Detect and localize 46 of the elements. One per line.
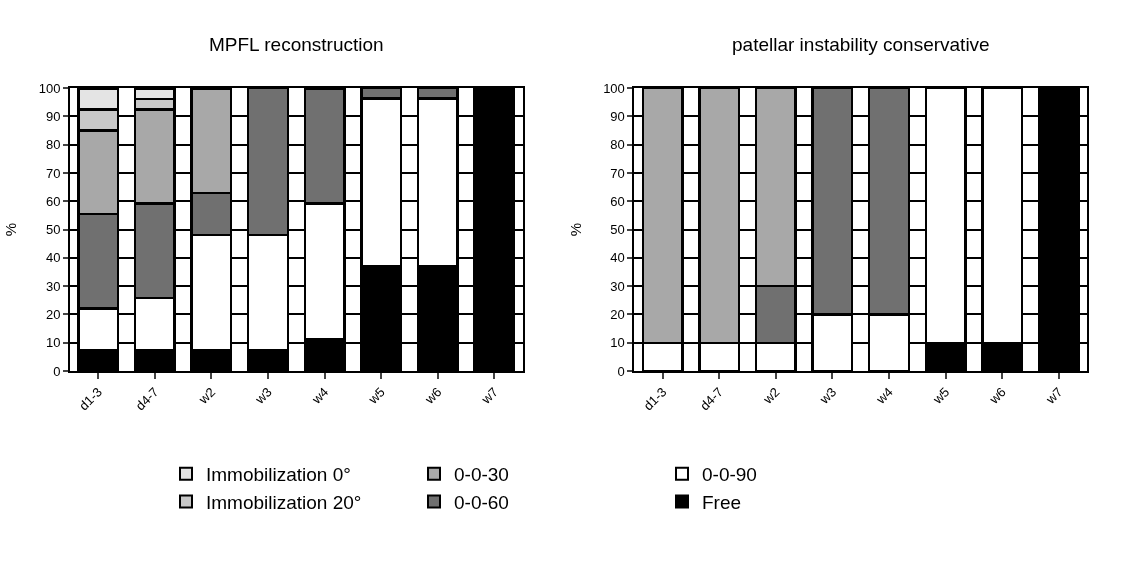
x-tick-label: w6: [421, 384, 445, 408]
y-tick-label: 30: [610, 278, 625, 294]
x-tick-label: w4: [308, 384, 332, 408]
x-tick-label: w7: [477, 384, 501, 408]
y-tick-label: 0: [617, 363, 625, 379]
y-axis-title: %: [2, 222, 20, 237]
y-axis-title: %: [566, 222, 584, 237]
y-tick-label: 10: [45, 335, 61, 351]
y-tick-label: 60: [45, 193, 61, 209]
x-tick-label: w2: [759, 384, 783, 408]
y-tick-label: 50: [45, 222, 61, 238]
x-tick-label: w6: [985, 384, 1009, 408]
x-tick-label: w2: [195, 384, 219, 408]
legend-label: Immobilization 0°: [206, 464, 351, 486]
legend-label: 0-0-60: [454, 491, 509, 513]
y-tick-label: 0: [53, 363, 61, 379]
y-tick-label: 20: [45, 307, 61, 323]
legend-label: 0-0-90: [702, 464, 757, 486]
x-tick-label: w5: [364, 384, 388, 408]
y-tick-label: 80: [45, 137, 61, 153]
x-tick-label: d1-3: [75, 384, 106, 414]
x-tick-label: w5: [929, 384, 953, 408]
chart-title: MPFL reconstruction: [209, 34, 384, 55]
x-tick-label: w4: [872, 384, 896, 408]
y-tick-label: 60: [610, 193, 625, 209]
y-tick-label: 100: [603, 80, 625, 96]
y-tick-label: 90: [45, 108, 61, 124]
chart-title: patellar instability conservative: [732, 34, 990, 55]
y-tick-label: 100: [38, 80, 61, 96]
y-tick-label: 30: [45, 278, 61, 294]
y-tick-label: 10: [610, 335, 625, 351]
x-tick-label: w3: [251, 384, 275, 408]
y-tick-label: 90: [610, 108, 625, 124]
x-tick-label: w7: [1042, 384, 1066, 408]
y-tick-label: 20: [610, 307, 625, 323]
y-tick-label: 70: [45, 165, 61, 181]
x-tick-label: w3: [816, 384, 840, 408]
x-tick-label: d1-3: [640, 384, 670, 414]
y-tick-label: 70: [610, 165, 625, 181]
legend-label: Immobilization 20°: [206, 491, 362, 513]
legend-label: Free: [702, 491, 742, 513]
y-tick-label: 40: [45, 250, 61, 266]
legend-label: 0-0-30: [454, 464, 509, 486]
y-tick-label: 40: [610, 250, 625, 266]
y-tick-label: 80: [610, 137, 625, 153]
y-tick-label: 50: [610, 222, 625, 238]
